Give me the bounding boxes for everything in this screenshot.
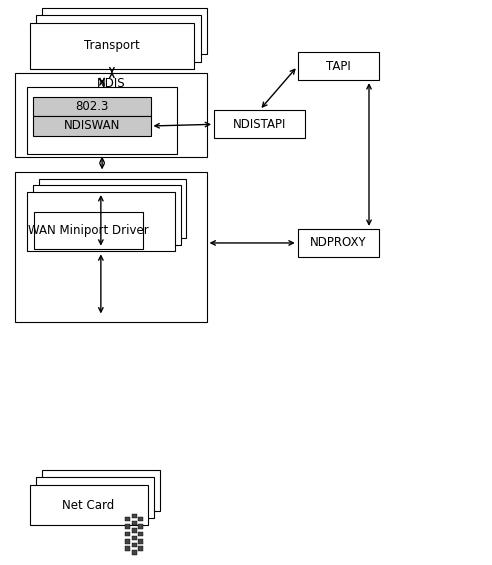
Bar — [132, 514, 137, 518]
Bar — [125, 517, 130, 521]
Bar — [27, 87, 177, 154]
Text: TAPI: TAPI — [326, 59, 351, 73]
Bar — [138, 539, 143, 544]
Bar — [15, 172, 207, 322]
Text: NDISWAN: NDISWAN — [64, 119, 120, 133]
Text: NDPROXY: NDPROXY — [310, 236, 367, 250]
Text: NDIS: NDIS — [96, 77, 125, 90]
Bar — [27, 192, 175, 251]
Text: 802.3: 802.3 — [75, 99, 109, 113]
Bar — [125, 546, 130, 551]
Bar — [298, 229, 379, 257]
Bar — [138, 546, 143, 551]
Text: NDISTAPI: NDISTAPI — [233, 118, 286, 131]
Text: Net Card: Net Card — [62, 498, 115, 512]
Bar — [30, 485, 148, 525]
Bar — [33, 97, 151, 116]
Bar — [33, 185, 181, 245]
Bar — [132, 550, 137, 555]
Bar — [125, 539, 130, 544]
Bar — [132, 543, 137, 547]
Bar — [138, 532, 143, 536]
Bar — [36, 15, 201, 62]
Bar — [138, 517, 143, 521]
Bar — [42, 470, 160, 511]
Bar — [42, 8, 207, 54]
Bar — [132, 528, 137, 533]
Bar — [138, 524, 143, 529]
Bar — [34, 212, 143, 249]
Bar — [132, 536, 137, 540]
Bar — [132, 521, 137, 525]
Bar — [214, 110, 305, 138]
Bar — [30, 23, 194, 69]
Bar — [39, 179, 186, 238]
Bar — [125, 524, 130, 529]
Text: WAN Miniport Driver: WAN Miniport Driver — [28, 224, 149, 237]
Bar — [15, 73, 207, 157]
Bar — [298, 52, 379, 80]
Text: Transport: Transport — [84, 39, 140, 53]
Bar — [36, 477, 154, 518]
Bar — [125, 532, 130, 536]
Bar — [33, 116, 151, 136]
